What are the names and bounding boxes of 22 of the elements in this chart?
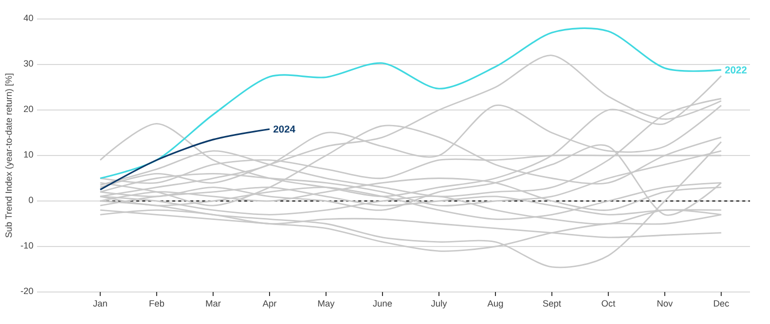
y-tick-label: 0 — [28, 196, 34, 204]
y-axis-title: Sub Trend Index (year-to-date return) [%] — [5, 74, 14, 238]
x-tick-label: Mar — [206, 300, 221, 307]
x-tick-label: Dec — [714, 300, 729, 307]
x-tick-label: Apr — [262, 300, 276, 308]
x-tick-label: July — [431, 300, 447, 308]
x-tick-label: Nov — [658, 300, 673, 307]
x-tick-label: Aug — [487, 300, 503, 308]
x-tick-label: Sept — [543, 300, 562, 308]
series-label: 2022 — [725, 66, 747, 74]
x-tick-label: Feb — [150, 300, 164, 307]
x-tick-label: Jan — [93, 300, 107, 307]
y-tick-label: 40 — [24, 14, 34, 22]
series-label: 2024 — [273, 126, 296, 133]
y-tick-label: -20 — [20, 288, 34, 294]
y-tick-label: -10 — [20, 242, 34, 249]
x-tick-label: June — [372, 300, 392, 307]
y-tick-label: 10 — [24, 151, 34, 158]
x-tick-label: Oct — [602, 300, 616, 307]
y-tick-label: 30 — [24, 60, 34, 67]
x-tick-label: May — [318, 300, 335, 308]
y-tick-label: 20 — [24, 106, 34, 112]
